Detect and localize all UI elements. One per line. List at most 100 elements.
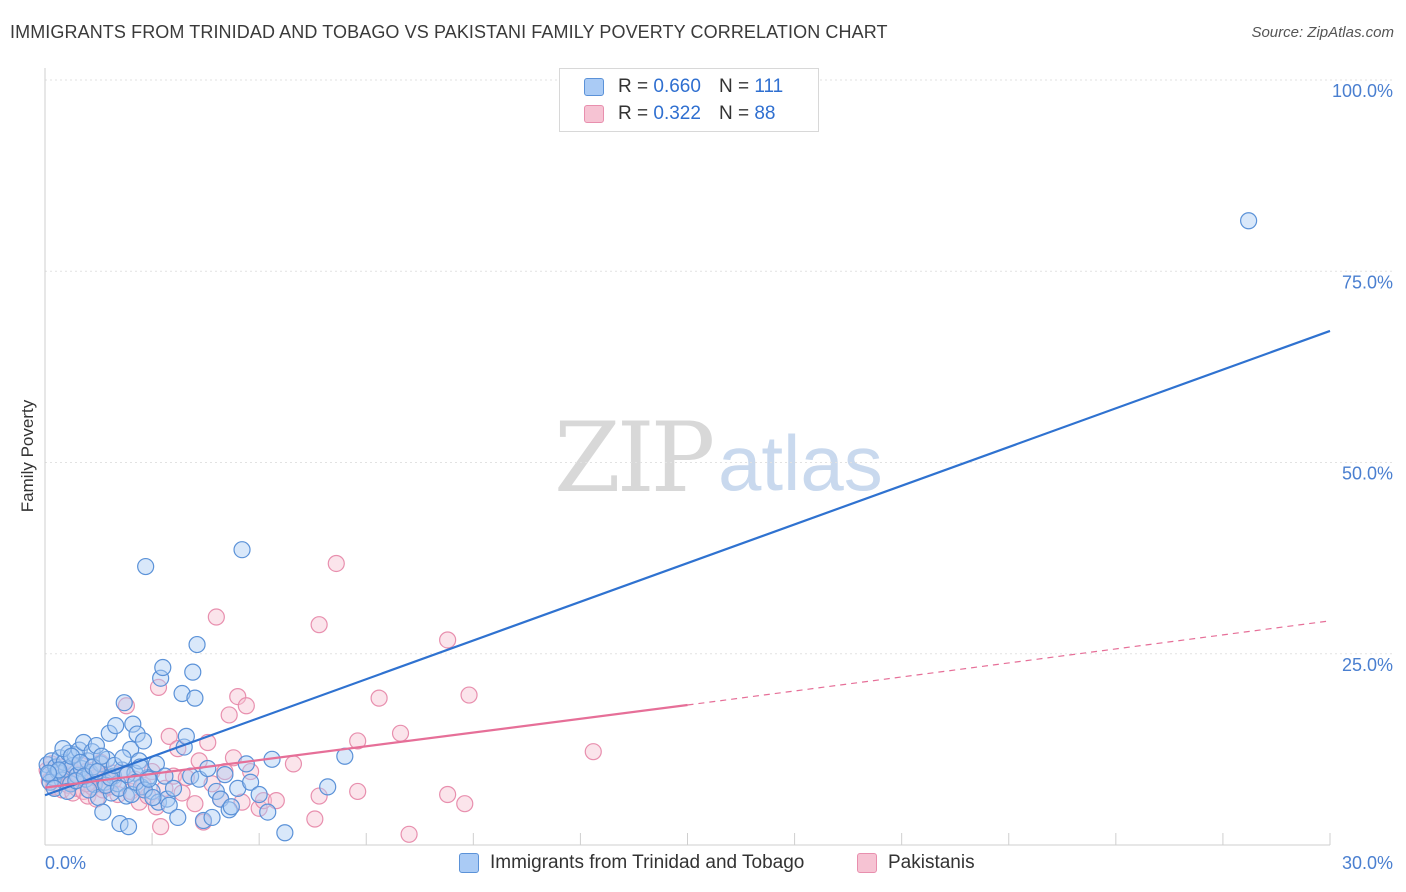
- pakistanis-point: [267, 792, 285, 810]
- trinidad-tobago-point: [107, 717, 125, 735]
- pakistanis-point: [400, 825, 418, 843]
- legend-r-value: 0.660: [653, 76, 701, 97]
- legend-row-pakistanis: R = 0.322 N = 88: [584, 101, 775, 127]
- trinidad-tobago-point: [203, 808, 221, 827]
- bottom-legend-swatch-pink: [857, 853, 877, 873]
- pakistanis-point: [460, 686, 478, 704]
- pakistanis-point: [391, 724, 410, 742]
- bottom-legend-swatch-blue: [459, 853, 479, 873]
- trinidad-tobago-point: [184, 663, 202, 681]
- pakistanis-point: [237, 697, 255, 715]
- y-tick-label: 100.0%: [1332, 81, 1393, 101]
- trinidad-tobago-point: [169, 808, 187, 827]
- legend-swatch-pink: [584, 105, 604, 123]
- pakistanis-point: [160, 727, 178, 745]
- trinidad-tobago-point: [276, 824, 294, 842]
- trinidad-tobago-point: [188, 635, 206, 654]
- trinidad-tobago-point: [154, 658, 172, 677]
- trinidad-tobago-point: [94, 803, 112, 821]
- trinidad-tobago-point: [74, 733, 93, 752]
- pakistanis-point: [306, 810, 324, 828]
- pakistanis-point: [370, 689, 388, 707]
- trinidad-tobago-point: [222, 798, 240, 816]
- trinidad-tobago-trendline: [44, 329, 1331, 797]
- legend-r-label: R =: [618, 103, 649, 124]
- trinidad-tobago-point: [233, 541, 251, 559]
- trinidad-tobago-point: [1240, 212, 1258, 230]
- pakistanis-point: [233, 793, 251, 811]
- trinidad-tobago-point: [115, 694, 133, 712]
- trinidad-tobago-point: [62, 747, 81, 765]
- x-tick-label: 30.0%: [1342, 853, 1393, 873]
- pakistanis-point: [327, 554, 345, 573]
- pakistanis-point: [117, 697, 135, 715]
- trinidad-tobago-point: [134, 732, 153, 750]
- x-tick-label: 0.0%: [45, 853, 86, 873]
- trinidad-tobago-point: [164, 779, 183, 797]
- y-tick-label: 25.0%: [1342, 655, 1393, 675]
- legend-row-trinidad: R = 0.660 N = 111: [584, 74, 783, 100]
- legend-n-label: N =: [718, 76, 750, 97]
- pakistanis-trendline: [44, 703, 688, 789]
- pakistanis-point: [207, 608, 225, 626]
- pakistanis-point: [169, 740, 187, 758]
- trinidad-tobago-point: [80, 781, 98, 799]
- trinidad-tobago-point: [237, 755, 255, 773]
- trinidad-tobago-point: [173, 684, 191, 703]
- bottom-legend-trinidad: Immigrants from Trinidad and Tobago: [459, 852, 804, 874]
- trinidad-tobago-point: [186, 689, 204, 707]
- trinidad-tobago-point: [114, 749, 132, 767]
- trinidad-tobago-point: [319, 778, 337, 796]
- trinidad-tobago-point: [242, 773, 260, 791]
- pakistanis-point: [220, 706, 238, 724]
- tick-labels: 25.0% 50.0% 75.0% 100.0% 0.0% 30.0%: [45, 81, 1393, 873]
- trinidad-tobago-point: [144, 788, 162, 807]
- pakistanis-point: [439, 631, 457, 649]
- trinidad-tobago-point: [128, 725, 146, 743]
- pakistanis-point: [310, 616, 328, 634]
- pakistanis-point: [349, 732, 367, 750]
- legend-swatch-blue: [584, 78, 604, 96]
- pakistanis-point: [310, 787, 328, 805]
- grid-layer: [45, 79, 1392, 655]
- pakistanis-point: [456, 795, 474, 813]
- source-credit: Source: ZipAtlas.com: [1251, 24, 1394, 41]
- trinidad-tobago-point: [250, 785, 268, 804]
- legend-n-value: 88: [754, 103, 776, 124]
- pakistanis-point: [439, 785, 457, 804]
- trinidad-tobago-point: [216, 766, 234, 784]
- bottom-legend-label-trinidad: Immigrants from Trinidad and Tobago: [490, 852, 805, 873]
- trinidad-tobago-point: [220, 801, 238, 819]
- trinidad-tobago-point: [152, 669, 170, 687]
- trinidad-tobago-point: [124, 715, 142, 733]
- trendline-layer: [44, 329, 1331, 797]
- legend-n-label: N =: [718, 103, 750, 124]
- watermark-zip: ZIP: [554, 402, 715, 514]
- pakistanis-trendline-extension: [687, 620, 1331, 706]
- pakistanis-point: [186, 795, 204, 813]
- y-tick-label: 75.0%: [1342, 272, 1393, 292]
- axis-layer: [44, 68, 1331, 846]
- trinidad-tobago-point: [160, 796, 178, 814]
- pakistanis-point: [229, 687, 247, 706]
- pakistanis-point: [349, 782, 367, 801]
- trinidad-tobago-point: [259, 803, 277, 821]
- trinidad-tobago-point: [39, 764, 58, 782]
- trinidad-tobago-point: [50, 761, 68, 779]
- trinidad-tobago-point: [92, 747, 111, 765]
- pakistanis-point: [152, 818, 170, 836]
- legend-n-value: 111: [754, 76, 784, 97]
- trinidad-tobago-points: [38, 212, 1258, 842]
- pakistanis-point: [584, 743, 602, 761]
- legend-r-value: 0.322: [653, 103, 701, 124]
- trinidad-tobago-point: [137, 557, 155, 576]
- trinidad-tobago-point: [119, 818, 138, 836]
- legend-r-label: R =: [618, 76, 649, 97]
- bottom-legend-label-pakistanis: Pakistanis: [888, 852, 975, 873]
- trinidad-tobago-point: [87, 736, 106, 755]
- trinidad-tobago-point: [71, 753, 89, 771]
- chart-title: IMMIGRANTS FROM TRINIDAD AND TOBAGO VS P…: [10, 22, 888, 42]
- correlation-legend: R = 0.660 N = 111 R = 0.322 N = 88: [559, 68, 819, 132]
- pakistanis-point: [284, 755, 303, 773]
